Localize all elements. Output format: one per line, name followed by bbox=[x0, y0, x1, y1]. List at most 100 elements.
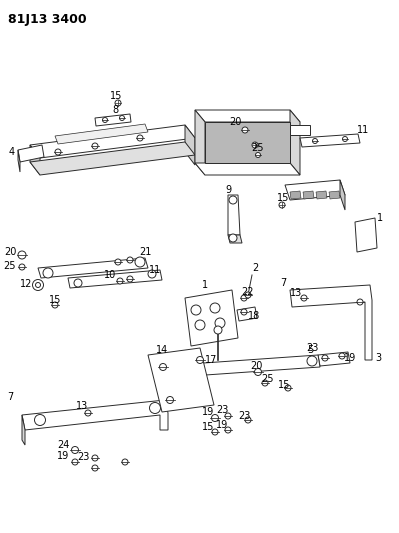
Text: 4: 4 bbox=[9, 147, 15, 157]
Text: 14: 14 bbox=[156, 345, 168, 355]
Text: 11: 11 bbox=[357, 125, 369, 135]
Polygon shape bbox=[38, 258, 148, 278]
Polygon shape bbox=[329, 191, 340, 199]
Circle shape bbox=[92, 143, 98, 149]
Text: 1: 1 bbox=[377, 213, 383, 223]
Circle shape bbox=[210, 303, 220, 313]
Circle shape bbox=[71, 447, 79, 454]
Circle shape bbox=[211, 415, 219, 422]
Circle shape bbox=[150, 402, 160, 414]
Circle shape bbox=[229, 234, 237, 242]
Text: 13: 13 bbox=[290, 288, 302, 298]
Circle shape bbox=[229, 196, 237, 204]
Circle shape bbox=[160, 364, 166, 370]
Circle shape bbox=[262, 380, 268, 386]
Circle shape bbox=[252, 142, 258, 148]
Text: 19: 19 bbox=[57, 451, 69, 461]
Text: 25: 25 bbox=[4, 261, 16, 271]
Circle shape bbox=[34, 415, 45, 425]
Text: 81J13 3400: 81J13 3400 bbox=[8, 13, 87, 26]
Circle shape bbox=[242, 127, 248, 133]
Circle shape bbox=[18, 251, 26, 259]
Text: 15: 15 bbox=[277, 193, 289, 203]
Polygon shape bbox=[290, 110, 300, 175]
Circle shape bbox=[357, 299, 363, 305]
Text: 25: 25 bbox=[252, 143, 264, 153]
Text: 24: 24 bbox=[57, 440, 69, 450]
Circle shape bbox=[180, 366, 190, 376]
Text: 10: 10 bbox=[104, 270, 116, 280]
Text: 9: 9 bbox=[225, 185, 231, 195]
Polygon shape bbox=[148, 348, 214, 412]
Polygon shape bbox=[228, 195, 240, 235]
Text: 20: 20 bbox=[229, 117, 241, 127]
Text: 7: 7 bbox=[280, 278, 286, 288]
Text: 5: 5 bbox=[307, 345, 313, 355]
Text: 7: 7 bbox=[7, 392, 13, 402]
Circle shape bbox=[52, 302, 58, 308]
Text: 15: 15 bbox=[110, 91, 122, 101]
Circle shape bbox=[122, 459, 128, 465]
Circle shape bbox=[166, 397, 174, 403]
Circle shape bbox=[195, 320, 205, 330]
Polygon shape bbox=[30, 145, 40, 175]
Circle shape bbox=[215, 318, 225, 328]
Polygon shape bbox=[95, 114, 131, 126]
Polygon shape bbox=[228, 235, 242, 243]
Polygon shape bbox=[30, 125, 195, 158]
Circle shape bbox=[115, 100, 121, 106]
Circle shape bbox=[307, 356, 317, 366]
Polygon shape bbox=[195, 110, 300, 122]
Circle shape bbox=[135, 257, 145, 267]
Polygon shape bbox=[355, 218, 377, 252]
Polygon shape bbox=[18, 150, 20, 172]
Polygon shape bbox=[22, 400, 168, 430]
Circle shape bbox=[137, 135, 143, 141]
Text: 21: 21 bbox=[139, 247, 151, 257]
Circle shape bbox=[212, 429, 218, 435]
Polygon shape bbox=[68, 270, 162, 288]
Text: 15: 15 bbox=[278, 380, 290, 390]
Polygon shape bbox=[290, 285, 372, 360]
Circle shape bbox=[148, 270, 156, 278]
Circle shape bbox=[74, 279, 82, 287]
Text: 1: 1 bbox=[202, 280, 208, 290]
Polygon shape bbox=[300, 134, 360, 147]
Circle shape bbox=[301, 295, 307, 301]
Text: 23: 23 bbox=[306, 343, 318, 353]
Text: 12: 12 bbox=[20, 279, 32, 289]
Polygon shape bbox=[285, 180, 345, 200]
Polygon shape bbox=[205, 122, 290, 163]
Circle shape bbox=[115, 259, 121, 265]
Circle shape bbox=[55, 149, 61, 155]
Polygon shape bbox=[195, 163, 300, 175]
Circle shape bbox=[32, 279, 43, 290]
Circle shape bbox=[339, 353, 345, 359]
Text: 15: 15 bbox=[202, 422, 214, 432]
Text: 3: 3 bbox=[375, 353, 381, 363]
Circle shape bbox=[214, 326, 222, 334]
Circle shape bbox=[127, 257, 133, 263]
Circle shape bbox=[72, 459, 78, 465]
Circle shape bbox=[127, 276, 133, 282]
Polygon shape bbox=[30, 142, 195, 175]
Polygon shape bbox=[316, 191, 327, 199]
Text: 25: 25 bbox=[262, 374, 274, 384]
Text: 8: 8 bbox=[112, 105, 118, 115]
Text: 23: 23 bbox=[216, 405, 228, 415]
Circle shape bbox=[225, 427, 231, 433]
Text: 23: 23 bbox=[77, 452, 89, 462]
Text: 20: 20 bbox=[250, 361, 262, 371]
Text: 13: 13 bbox=[76, 401, 88, 411]
Circle shape bbox=[241, 295, 247, 301]
Polygon shape bbox=[340, 180, 345, 210]
Polygon shape bbox=[185, 125, 195, 165]
Circle shape bbox=[285, 385, 291, 391]
Circle shape bbox=[43, 268, 53, 278]
Polygon shape bbox=[185, 290, 238, 346]
Circle shape bbox=[312, 139, 318, 143]
Circle shape bbox=[255, 368, 261, 376]
Circle shape bbox=[119, 116, 124, 120]
Circle shape bbox=[19, 264, 25, 270]
Polygon shape bbox=[290, 125, 310, 135]
